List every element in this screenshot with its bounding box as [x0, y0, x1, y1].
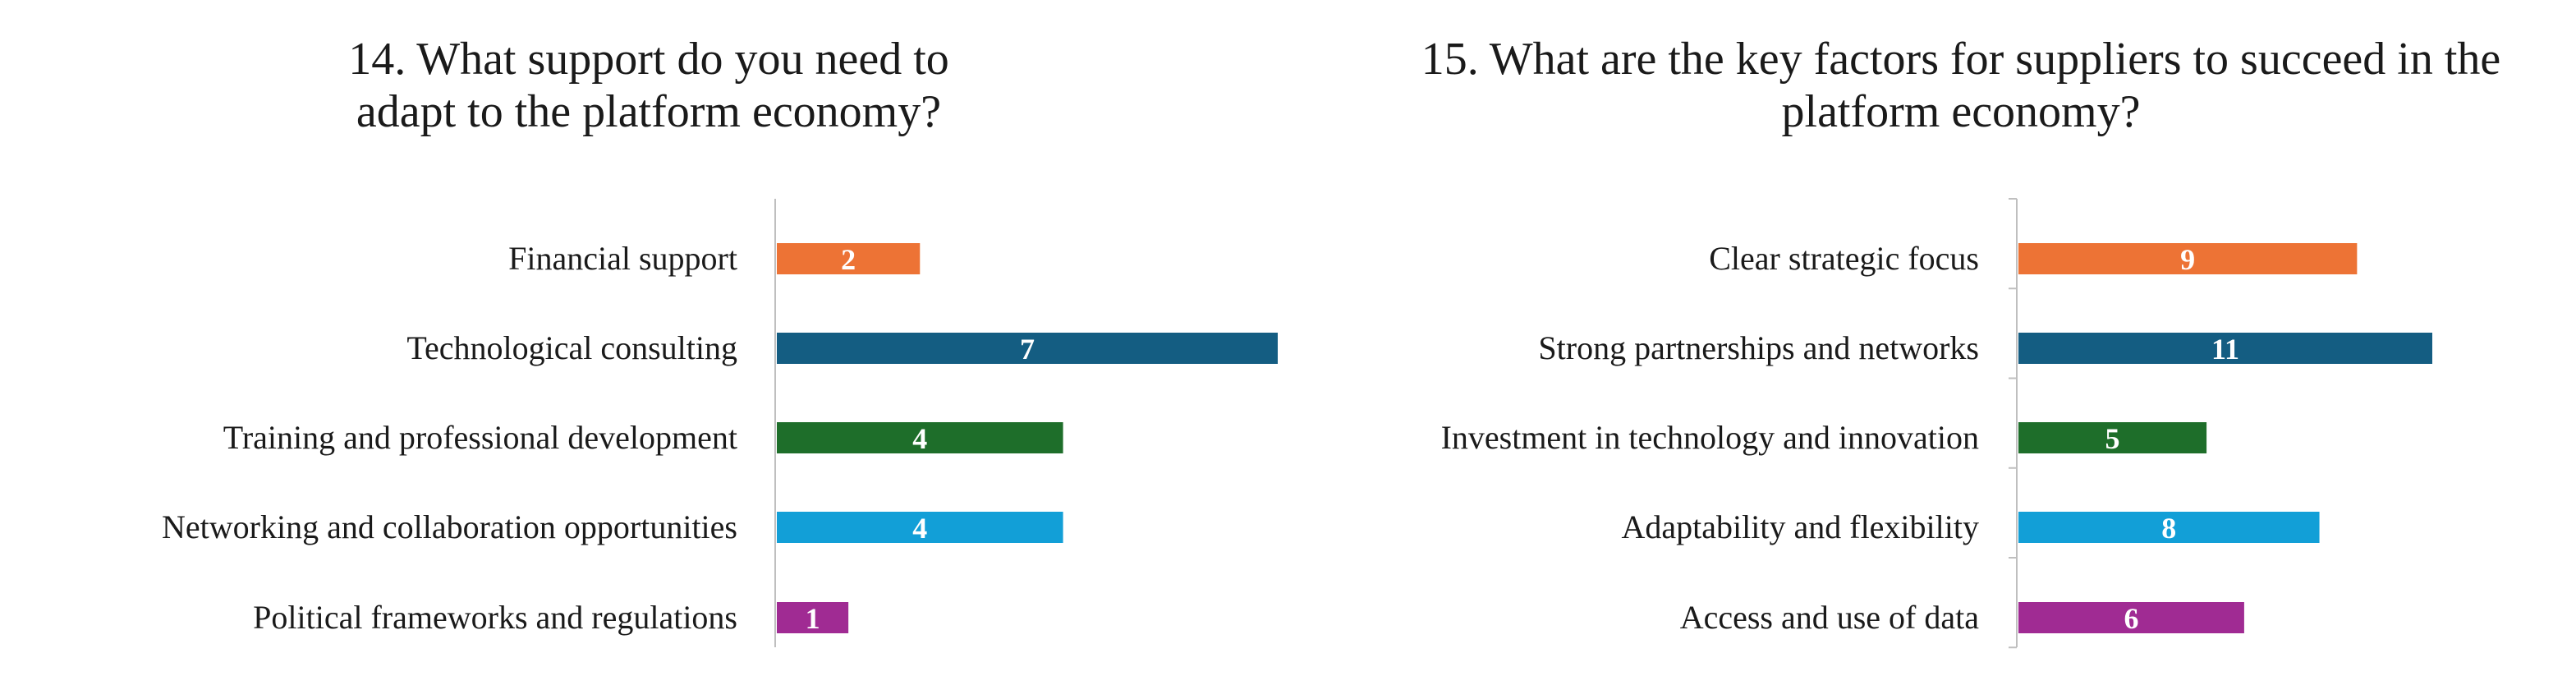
chart-title: 14. What support do you need to adapt to… — [348, 34, 949, 137]
data-label: 11 — [2211, 333, 2239, 366]
chart-support-needed: 14. What support do you need to adapt to… — [162, 34, 1278, 647]
data-label: 8 — [2161, 512, 2176, 545]
category-label: Political frameworks and regulations — [253, 599, 737, 636]
bar-chart-plot: Financial support 2 Technological consulti… — [162, 199, 1278, 647]
data-label: 4 — [912, 512, 927, 545]
category-label: Strong partnerships and networks — [1538, 329, 1979, 366]
bar — [777, 512, 1063, 543]
bar — [777, 333, 1278, 364]
data-label: 4 — [912, 422, 927, 455]
data-label: 9 — [2180, 243, 2195, 276]
bar — [777, 602, 849, 633]
data-label: 6 — [2124, 602, 2138, 635]
data-label: 1 — [806, 602, 820, 635]
category-label: Networking and collaboration opportuniti… — [162, 508, 737, 545]
bar — [2018, 602, 2244, 633]
chart-success-factors: 15. What are the key factors for supplie… — [1288, 0, 2576, 699]
data-label: 2 — [841, 243, 856, 276]
category-label: Access and use of data — [1680, 599, 1980, 636]
data-label: 7 — [1020, 333, 1035, 366]
bar — [2018, 512, 2320, 543]
bar — [2018, 333, 2432, 364]
bar — [2018, 243, 2358, 274]
category-label: Training and professional development — [223, 419, 737, 456]
category-label: Adaptability and flexibility — [1622, 508, 1979, 545]
category-label: Clear strategic focus — [1709, 240, 1979, 277]
bar — [777, 243, 921, 274]
category-label: Investment in technology and innovation — [1441, 419, 1979, 456]
chart-title: 15. What are the key factors for supplie… — [1421, 34, 2501, 137]
category-label: Financial support — [508, 240, 737, 277]
bar — [2018, 422, 2207, 453]
bar — [777, 422, 1063, 453]
data-label: 5 — [2105, 422, 2120, 455]
category-label: Technological consulting — [406, 329, 737, 366]
bar-chart-plot: Clear strategic focus 9 Strong partnership… — [1441, 198, 2432, 649]
